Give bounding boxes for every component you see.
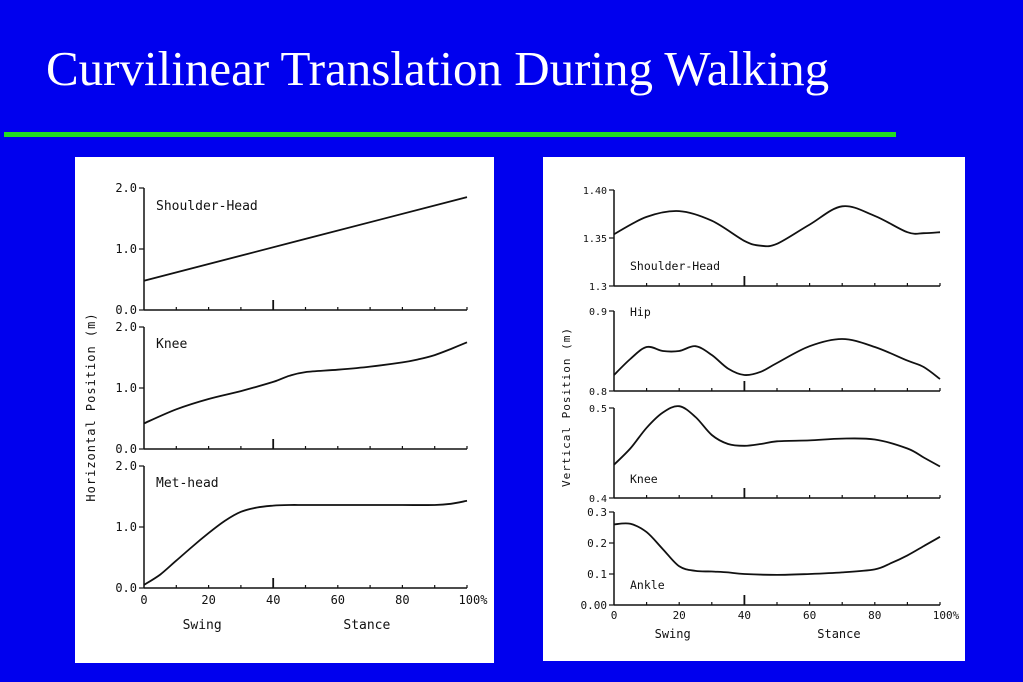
y-tick-label: 0.9 (589, 307, 607, 318)
x-tick-label: 80 (395, 593, 409, 607)
title-underline (4, 132, 896, 137)
panel-label: Hip (630, 305, 651, 319)
left-ylabel: Horizontal Position (m) (84, 312, 98, 501)
y-tick-label: 0.1 (587, 568, 607, 581)
x-tick-label: 0 (140, 593, 147, 607)
phase-label-swing: Swing (183, 618, 222, 633)
vertical-position-figure: Vertical Position (m) 1.40 1.35 1.3 Shoulde… (543, 157, 965, 661)
y-tick-label: 1.40 (583, 186, 607, 197)
y-tick-label: 1.3 (589, 282, 607, 293)
right-ylabel: Vertical Position (m) (560, 327, 573, 487)
y-tick-label: 2.0 (115, 320, 137, 334)
data-line (613, 522, 941, 576)
y-tick-label: 0.8 (589, 387, 607, 398)
x-tick-label: 100% (933, 609, 960, 622)
panel-label: Knee (630, 472, 658, 486)
panel-label: Ankle (630, 578, 665, 592)
y-tick-label: 1.0 (115, 520, 137, 534)
x-tick-label: 60 (803, 609, 816, 622)
x-tick-label: 40 (266, 593, 280, 607)
y-tick-label: 0.00 (581, 599, 608, 612)
panel-label: Knee (156, 337, 187, 352)
y-tick-label: 2.0 (115, 181, 137, 195)
y-tick-label: 1.0 (115, 381, 137, 395)
y-tick-label: 1.35 (583, 234, 607, 245)
panel-label: Shoulder-Head (156, 199, 258, 214)
x-tick-label: 100% (459, 593, 489, 607)
phase-label-stance: Stance (817, 627, 860, 641)
y-tick-label: 1.0 (115, 242, 137, 256)
y-tick-label: 0.5 (589, 404, 607, 415)
x-tick-label: 20 (673, 609, 686, 622)
slide-title: Curvilinear Translation During Walking (46, 41, 830, 96)
data-line (143, 196, 468, 282)
data-line (613, 205, 941, 248)
x-tick-label: 20 (201, 593, 215, 607)
y-tick-label: 0.3 (587, 506, 607, 519)
x-tick-label: 80 (868, 609, 881, 622)
x-tick-label: 60 (331, 593, 345, 607)
y-tick-label: 2.0 (115, 459, 137, 473)
phase-label-stance: Stance (343, 618, 390, 633)
y-tick-label: 0.4 (589, 494, 607, 505)
horizontal-position-chart: Horizontal Position (m) 2.0 1.0 0.0 Shoulde… (84, 181, 489, 633)
data-line (143, 499, 468, 586)
horizontal-position-figure: Horizontal Position (m) 2.0 1.0 0.0 Shoulde… (75, 157, 494, 663)
data-line (143, 341, 468, 425)
data-line (613, 338, 941, 380)
y-tick-label: 0.0 (115, 303, 137, 317)
y-tick-label: 0.0 (115, 581, 137, 595)
y-tick-label: 0.0 (115, 442, 137, 456)
data-line (613, 405, 941, 468)
y-tick-label: 0.2 (587, 537, 607, 550)
panel-label: Shoulder-Head (630, 259, 720, 273)
panel-label: Met-head (156, 476, 219, 491)
x-tick-label: 0 (611, 609, 618, 622)
vertical-position-chart: Vertical Position (m) 1.40 1.35 1.3 Shoulde… (560, 186, 960, 641)
phase-label-swing: Swing (655, 627, 691, 641)
x-tick-label: 40 (738, 609, 751, 622)
